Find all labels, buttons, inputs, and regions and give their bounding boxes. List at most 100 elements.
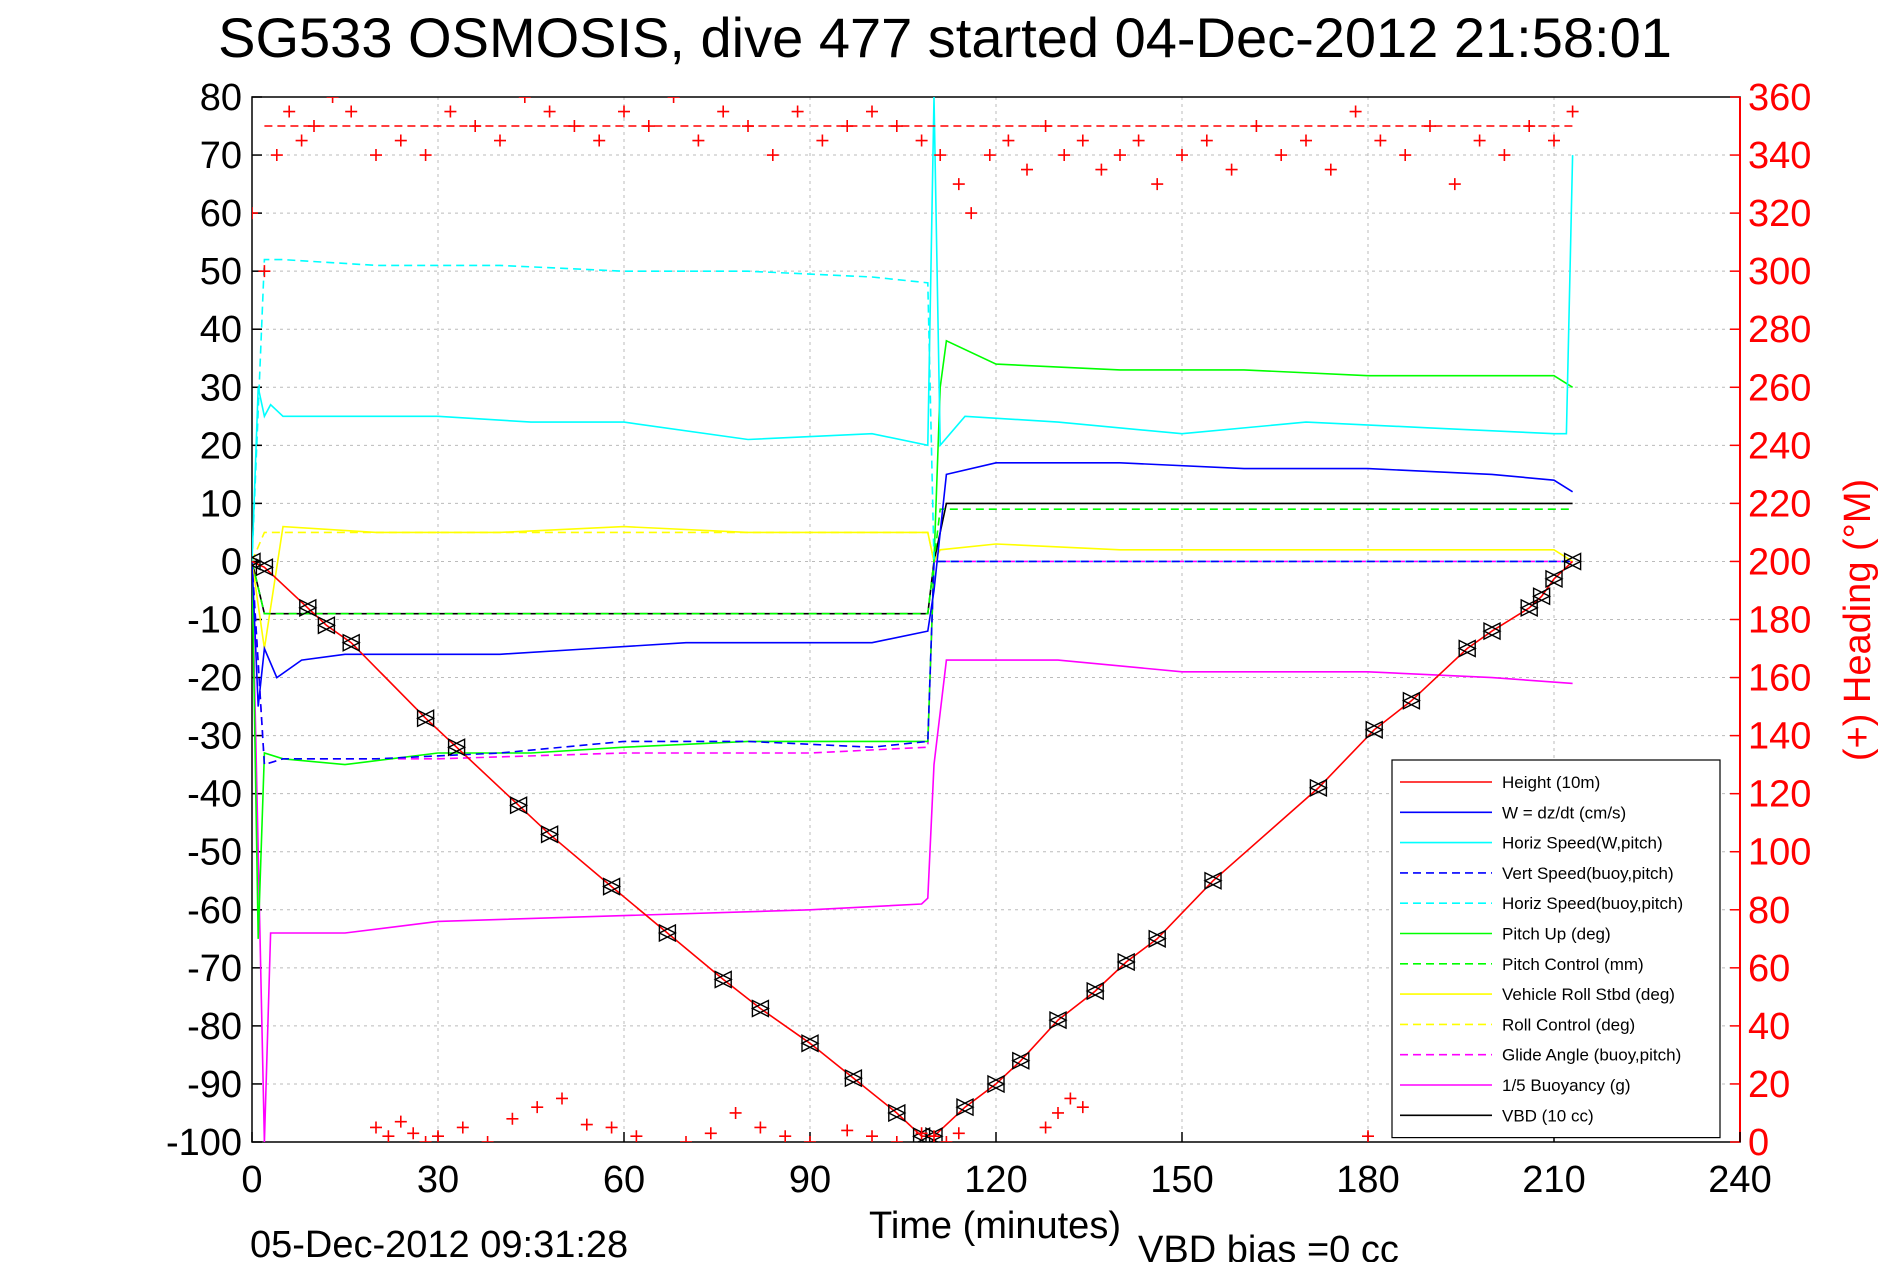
heading-marker	[1448, 178, 1461, 191]
x-tick-label: 60	[603, 1159, 645, 1201]
heading-marker	[965, 207, 978, 220]
y-tick-label: -100	[166, 1122, 242, 1164]
heading-marker	[642, 120, 655, 133]
x-tick-label: 180	[1336, 1159, 1399, 1201]
y2-tick-label: 180	[1748, 600, 1811, 642]
y-tick-label: 10	[200, 483, 242, 525]
legend-label: Vert Speed(buoy,pitch)	[1502, 864, 1674, 883]
heading-marker	[370, 1121, 382, 1134]
heading-marker	[1002, 134, 1015, 147]
footer-timestamp: 05-Dec-2012 09:31:28	[250, 1224, 628, 1262]
heading-marker	[1114, 149, 1126, 162]
heading-marker	[1566, 105, 1579, 118]
heading-marker	[934, 149, 947, 162]
height-marker	[316, 616, 336, 635]
height-marker	[1011, 1051, 1031, 1070]
height-marker	[298, 598, 318, 618]
heading-marker	[432, 1130, 444, 1142]
height-marker	[713, 970, 733, 989]
legend-label: Roll Control (deg)	[1502, 1015, 1635, 1034]
series-layer	[252, 97, 1583, 1142]
heading-marker	[1523, 120, 1536, 133]
x-tick-label: 210	[1522, 1159, 1585, 1201]
heading-marker	[506, 1112, 519, 1125]
height-marker	[800, 1034, 820, 1053]
height-marker	[509, 796, 529, 815]
heading-marker	[1052, 1106, 1064, 1119]
y2-tick-label: 60	[1748, 948, 1790, 990]
height-marker	[1147, 929, 1167, 948]
y-tick-label: -40	[187, 774, 242, 816]
heading-marker	[983, 149, 996, 162]
heading-marker	[1176, 149, 1188, 162]
height-marker	[254, 558, 274, 577]
heading-marker	[928, 1130, 940, 1142]
heading-marker	[1039, 120, 1052, 133]
y-tick-label: 40	[200, 309, 242, 351]
heading-marker	[494, 134, 506, 147]
heading-marker	[382, 1130, 395, 1142]
legend-label: Pitch Control (mm)	[1502, 955, 1644, 974]
legend-label: Height (10m)	[1502, 773, 1600, 792]
heading-marker	[543, 105, 556, 118]
y2-tick-label: 240	[1748, 425, 1811, 467]
y2-tick-label: 320	[1748, 193, 1811, 235]
heading-marker	[667, 97, 680, 103]
y-tick-label: -90	[187, 1064, 242, 1106]
height-marker	[843, 1069, 863, 1088]
y2-tick-label: 0	[1748, 1122, 1769, 1164]
heading-marker	[419, 1136, 432, 1142]
heading-marker	[456, 1121, 469, 1134]
y2-tick-label: 280	[1748, 309, 1811, 351]
heading-marker	[915, 1127, 928, 1140]
heading-marker	[940, 1136, 953, 1142]
height-marker	[1544, 569, 1564, 588]
y2-tick-label: 20	[1748, 1064, 1790, 1106]
legend-label: VBD (10 cc)	[1502, 1106, 1594, 1125]
heading-marker	[1021, 163, 1033, 176]
heading-marker	[1039, 1121, 1052, 1134]
y-tick-label: 30	[200, 367, 242, 409]
heading-marker	[481, 1136, 494, 1142]
heading-marker	[605, 1121, 618, 1134]
heading-marker	[729, 1106, 742, 1119]
series-line	[252, 531, 1573, 563]
series-line	[252, 258, 1573, 563]
heading-marker	[1473, 134, 1486, 147]
heading-marker	[1324, 163, 1337, 176]
heading-marker	[779, 1130, 792, 1142]
heading-marker	[1399, 149, 1412, 162]
heading-marker	[419, 149, 432, 162]
heading-marker	[841, 1124, 854, 1137]
y2-tick-label: 160	[1748, 658, 1811, 700]
height-marker	[955, 1098, 975, 1117]
series-line	[252, 461, 1574, 707]
heading-marker	[866, 105, 878, 118]
height-marker	[1048, 1010, 1068, 1030]
heading-marker	[518, 97, 531, 103]
legend-label: Horiz Speed(buoy,pitch)	[1502, 894, 1683, 913]
heading-marker	[1349, 105, 1362, 118]
heading-marker	[394, 134, 407, 147]
heading-marker	[370, 149, 382, 162]
x-tick-label: 90	[789, 1159, 831, 1201]
series-line	[252, 508, 1573, 615]
heading-marker	[791, 105, 804, 118]
heading-marker	[407, 1127, 420, 1140]
y-tick-label: 80	[200, 77, 242, 119]
heading-marker	[1058, 149, 1071, 162]
heading-marker	[593, 134, 606, 147]
chart-title: SG533 OSMOSIS, dive 477 started 04-Dec-2…	[218, 6, 1672, 69]
heading-marker	[717, 105, 730, 118]
height-marker	[1085, 981, 1105, 1001]
y2-axis: 0 20 40 60 80 100 120 140 160 180 200 220 240 260 280 3…	[1730, 77, 1811, 1164]
heading-marker	[742, 120, 754, 133]
heading-marker	[283, 105, 296, 118]
x-axis: 0 30 60 90 120 150 180 210 240	[241, 1132, 1772, 1201]
legend-label: 1/5 Buoyancy (g)	[1502, 1076, 1631, 1095]
heading-marker	[469, 120, 482, 133]
x-tick-label: 30	[417, 1159, 459, 1201]
height-marker	[887, 1103, 907, 1123]
heading-marker	[890, 1136, 903, 1142]
heading-marker	[1151, 178, 1164, 191]
